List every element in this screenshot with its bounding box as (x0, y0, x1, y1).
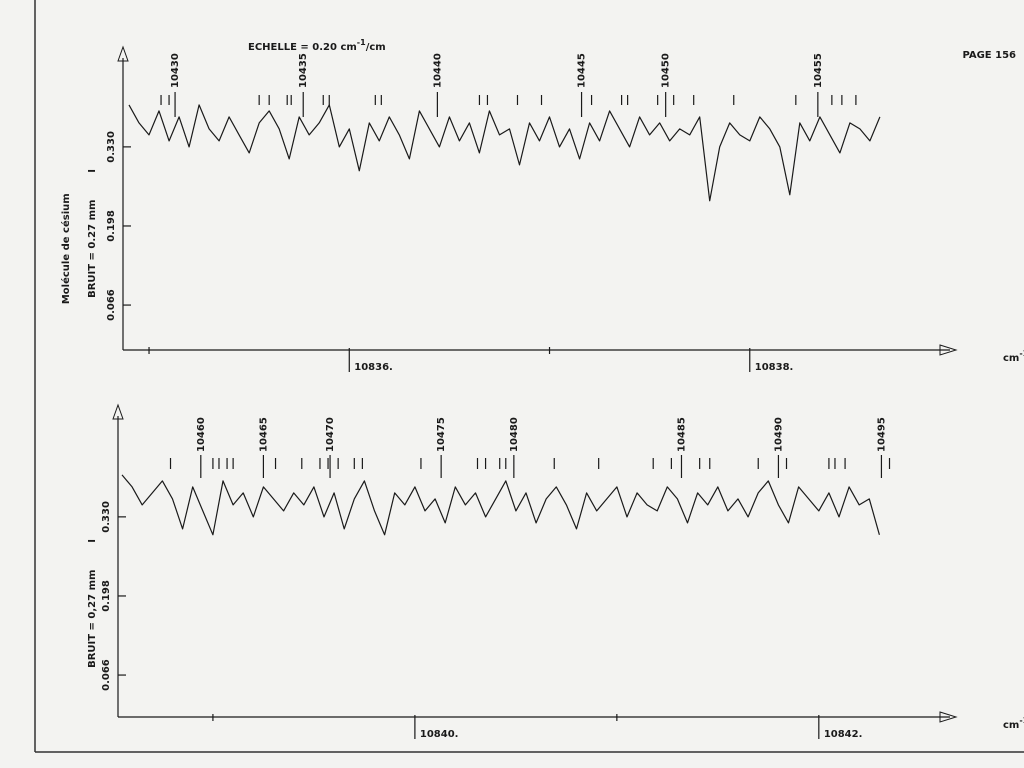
line-mark-label: 10490 (773, 417, 784, 452)
x-axis-exponent: -1 (1019, 349, 1024, 358)
line-mark-label: 10455 (813, 53, 824, 88)
line-mark-label: 10435 (298, 53, 309, 88)
x-tick-label: 10840. (420, 729, 459, 740)
x-tick-label: 10842. (824, 729, 863, 740)
x-axis-exponent: -1 (1019, 716, 1024, 725)
line-mark-label: 10430 (170, 53, 181, 88)
y-tick-label: 0.066 (106, 289, 117, 321)
y-tick-label: 0.330 (101, 501, 112, 533)
line-mark-label: 10480 (509, 417, 520, 452)
x-axis-unit: cm (1003, 353, 1019, 364)
line-mark-label: 10485 (676, 417, 687, 452)
y-tick-label: 0.198 (106, 210, 117, 242)
y-axis-label: Molécule de césium (60, 193, 72, 304)
x-axis-label: cm-1 (1003, 716, 1024, 732)
x-axis-label: cm-1 (1003, 349, 1024, 365)
y-tick-label: 0.330 (106, 131, 117, 163)
x-tick-label: 10838. (755, 362, 794, 373)
x-axis-arrow (939, 711, 958, 723)
line-mark-label: 10475 (436, 417, 447, 452)
scale-unit: /cm (366, 42, 386, 53)
y-axis-label: BRUIT = 0.27 mm (87, 200, 98, 298)
y-tick-label: 0.066 (101, 659, 112, 691)
line-mark-label: 10460 (196, 417, 207, 452)
x-tick-label: 10836. (354, 362, 393, 373)
line-mark-label: 10465 (258, 417, 269, 452)
line-mark-label: 10445 (577, 53, 588, 88)
scale-label: ECHELLE = 0.20 cm-1/cm (248, 38, 386, 54)
y-tick-label: 0.198 (101, 580, 112, 612)
scale-text: ECHELLE = 0.20 cm (248, 42, 357, 53)
y-marker: I (87, 169, 98, 173)
x-axis-unit: cm (1003, 720, 1019, 731)
page-number: PAGE 156 (962, 50, 1016, 61)
spectrum-trace (121, 474, 880, 536)
y-axis-label: BRUIT = 0,27 mm (87, 570, 98, 668)
line-mark-label: 10495 (876, 417, 887, 452)
y-axis-arrow (112, 403, 124, 420)
y-marker: I (87, 539, 98, 543)
line-mark-label: 10440 (432, 53, 443, 88)
scale-exponent: -1 (357, 38, 366, 47)
x-axis-arrow (939, 344, 958, 356)
spectrum-trace (128, 104, 881, 202)
line-mark-label: 10470 (325, 417, 336, 452)
line-mark-label: 10450 (661, 53, 672, 88)
y-axis-arrow (117, 45, 129, 62)
